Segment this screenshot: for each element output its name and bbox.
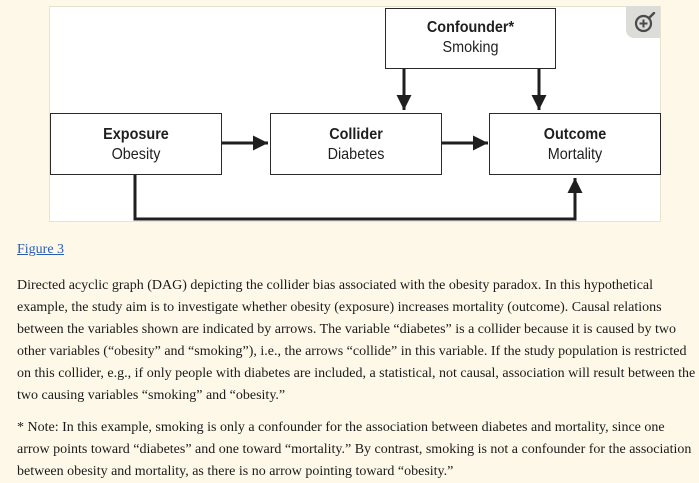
node-outcome-sub: Mortality bbox=[547, 146, 603, 163]
edge-exposure-outcome bbox=[133, 175, 583, 221]
node-exposure-title: Exposure bbox=[103, 126, 169, 143]
node-collider-title: Collider bbox=[329, 126, 383, 143]
node-outcome-title: Outcome bbox=[543, 126, 607, 143]
zoom-in-icon bbox=[634, 12, 656, 33]
node-collider: Collider Diabetes bbox=[270, 113, 442, 175]
node-outcome: Outcome Mortality bbox=[489, 113, 661, 175]
dag-edges bbox=[133, 69, 583, 221]
figure-caption: Directed acyclic graph (DAG) depicting t… bbox=[17, 278, 696, 403]
zoom-button[interactable] bbox=[626, 6, 660, 38]
node-confounder-title: Confounder* bbox=[426, 19, 515, 36]
node-exposure-sub: Obesity bbox=[111, 146, 161, 163]
figure-link[interactable]: Figure 3 bbox=[17, 242, 65, 257]
node-confounder-sub: Smoking bbox=[442, 39, 499, 56]
node-exposure: Exposure Obesity bbox=[50, 113, 222, 175]
node-collider-sub: Diabetes bbox=[327, 146, 385, 163]
node-confounder: Confounder* Smoking bbox=[385, 8, 556, 69]
figure-note: * Note: In this example, smoking is only… bbox=[17, 420, 692, 479]
